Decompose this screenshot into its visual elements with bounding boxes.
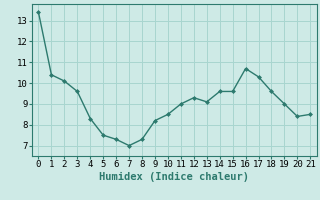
X-axis label: Humidex (Indice chaleur): Humidex (Indice chaleur) bbox=[100, 172, 249, 182]
